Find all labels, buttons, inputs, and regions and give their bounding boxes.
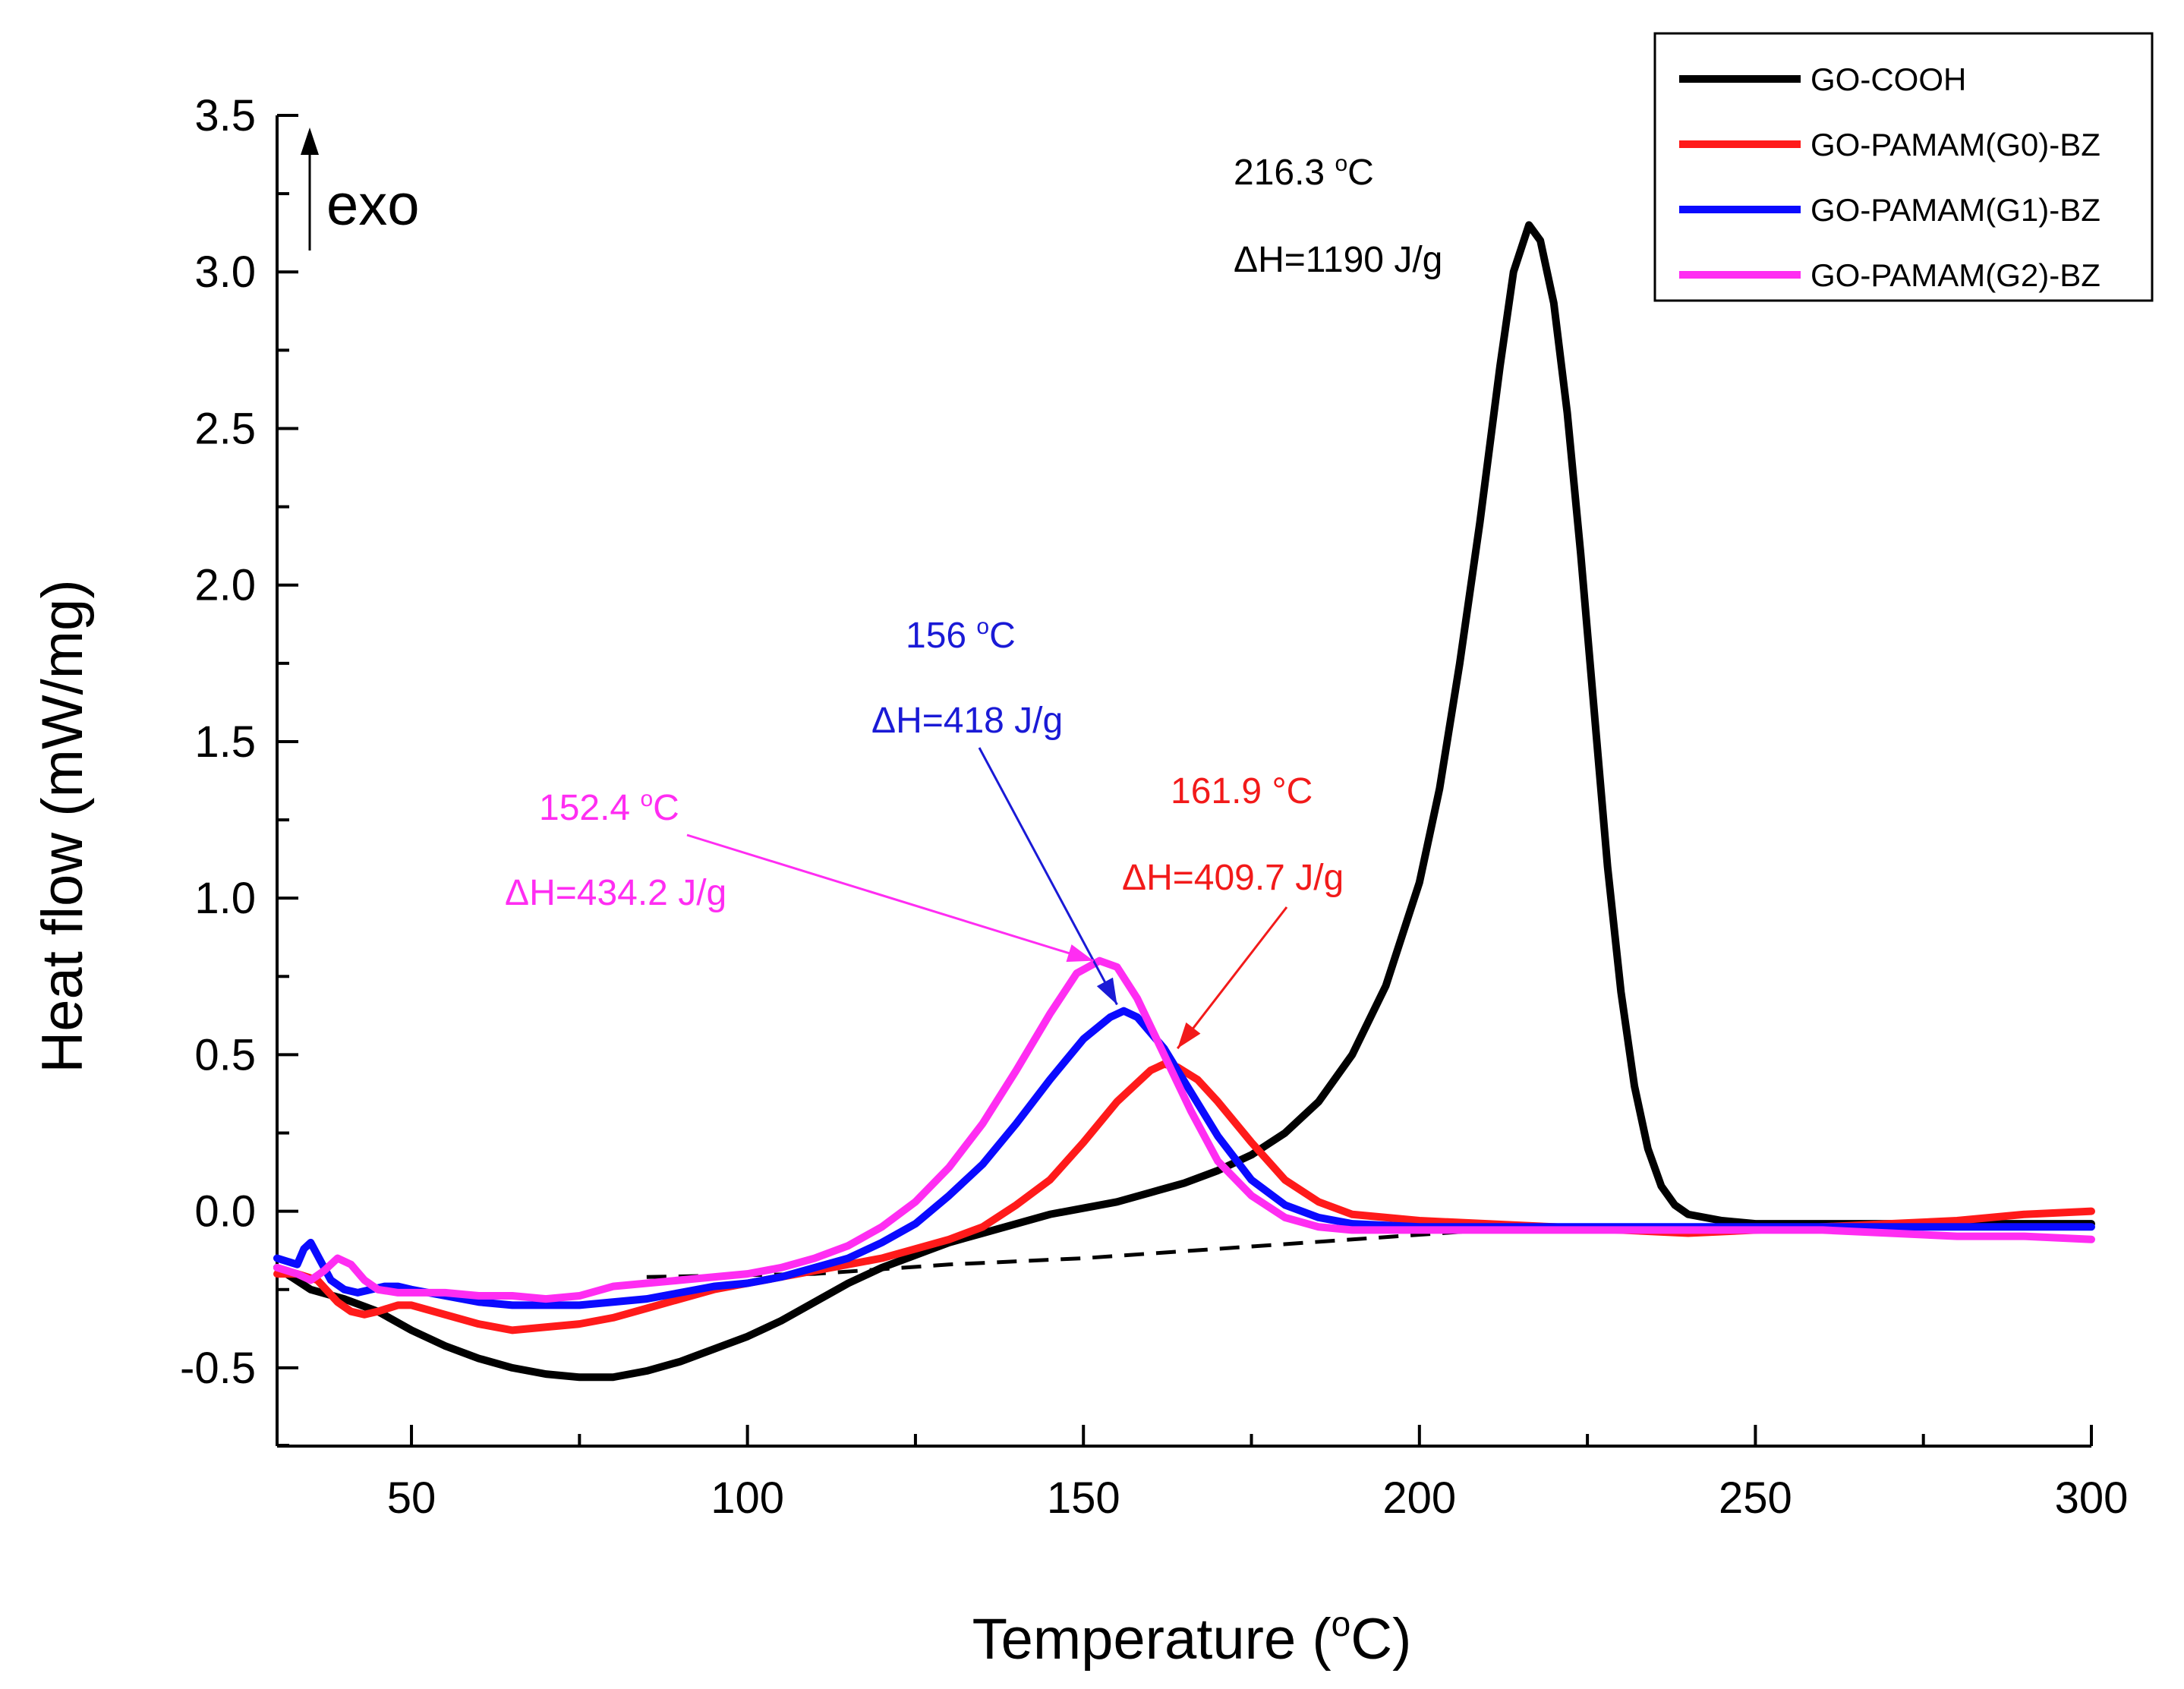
y-tick-label: 2.5 <box>194 404 256 453</box>
exo-label: exo <box>326 173 420 238</box>
y-tick-label: 3.5 <box>194 91 256 140</box>
annotation-dh-magenta: ΔH=434.2 J/g <box>505 873 726 913</box>
series-line-3 <box>273 956 2095 1303</box>
legend-label-1: GO-PAMAM(G0)-BZ <box>1811 127 2100 162</box>
x-tick-label: 150 <box>1047 1473 1120 1523</box>
y-tick-label: 3.0 <box>194 247 256 297</box>
annotation-layer: 216.3 oC ΔH=1190 J/g 156 oC ΔH=418 J/g 152.4… <box>505 151 1442 1050</box>
blue-arrow-head <box>1096 977 1117 1005</box>
magenta-arrow-head <box>1066 944 1094 963</box>
annotation-dh-blue: ΔH=418 J/g <box>871 701 1063 741</box>
x-axis-title: Temperature (oC) <box>972 1604 1412 1672</box>
y-tick-label: 2.0 <box>194 561 256 610</box>
series-line-2 <box>273 1007 2095 1309</box>
y-tick-label: 1.5 <box>194 717 256 767</box>
annotation-dh-black: ΔH=1190 J/g <box>1234 240 1442 280</box>
red-arrow-head <box>1177 1022 1201 1049</box>
legend-label-2: GO-PAMAM(G1)-BZ <box>1811 192 2100 228</box>
annotation-temp-red: 161.9 °C <box>1171 771 1313 811</box>
legend-label-3: GO-PAMAM(G2)-BZ <box>1811 257 2100 293</box>
blue-arrow-line <box>978 747 1118 1006</box>
x-tick-label: 200 <box>1382 1473 1456 1523</box>
y-axis-title: Heat flow (mW/mg) <box>30 579 95 1073</box>
legend-label-0: GO-COOH <box>1811 61 1966 97</box>
series-line-0 <box>273 221 2095 1382</box>
axes: 50 100 150 200 250 300 3.5 3.0 2.5 2.0 1.5 1.0 0.5 0.… <box>30 91 2128 1672</box>
y-tick-label: 1.0 <box>194 874 256 923</box>
y-tick-label: 0.0 <box>194 1187 256 1237</box>
annotation-temp-magenta: 152.4 oC <box>539 786 679 828</box>
annotation-temp-black: 216.3 oC <box>1234 151 1374 193</box>
annotation-dh-red: ΔH=409.7 J/g <box>1122 858 1344 898</box>
magenta-arrow-line <box>686 833 1094 963</box>
x-tick-label: 300 <box>2055 1473 2129 1523</box>
x-tick-label: 50 <box>387 1473 436 1523</box>
series-layer <box>273 221 2095 1382</box>
x-tick-label: 100 <box>711 1473 784 1523</box>
x-tick-label: 250 <box>1719 1473 1792 1523</box>
y-tick-label: -0.5 <box>180 1344 256 1393</box>
y-tick-label: 0.5 <box>194 1030 256 1079</box>
exo-arrow-head <box>301 128 319 155</box>
annotation-temp-blue: 156 oC <box>906 614 1016 656</box>
legend: GO-COOH GO-PAMAM(G0)-BZ GO-PAMAM(G1)-BZ GO-… <box>1653 32 2154 302</box>
red-arrow-line <box>1176 906 1288 1050</box>
